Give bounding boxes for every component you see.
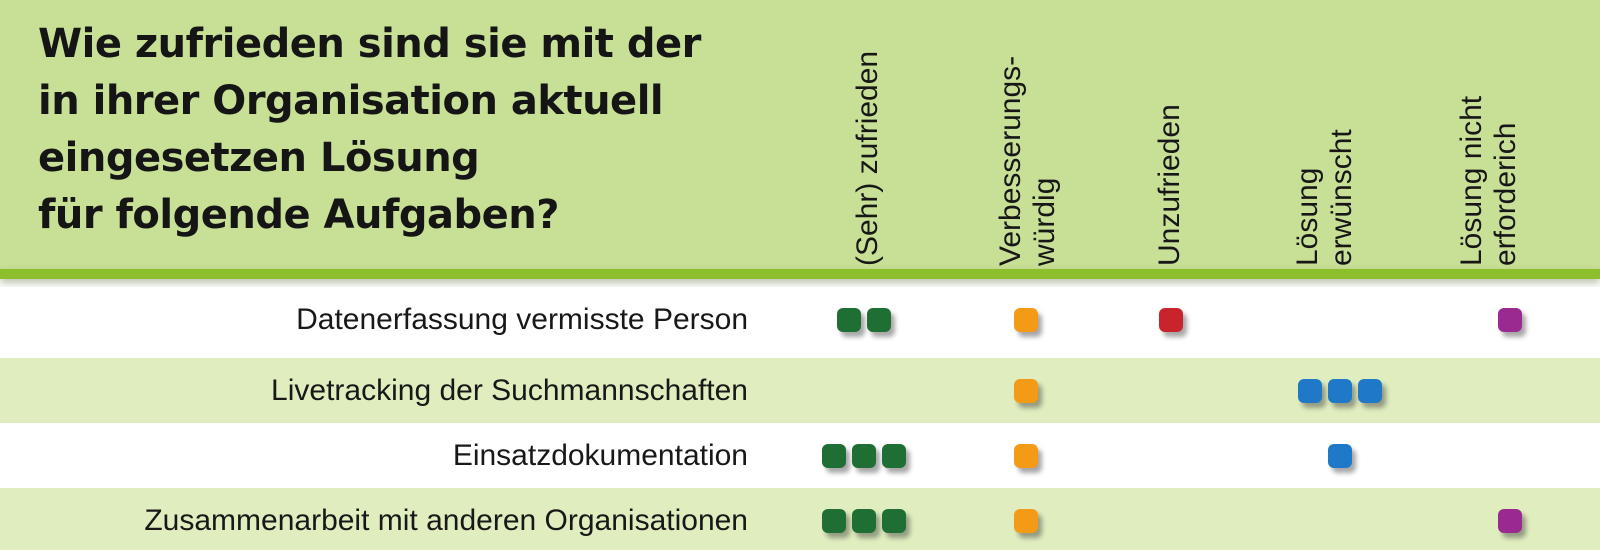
response-marker <box>822 509 846 533</box>
table-row: Einsatzdokumentation <box>0 423 1600 489</box>
response-marker <box>1498 509 1522 533</box>
response-marker <box>1328 444 1352 468</box>
response-marker-group <box>1014 379 1038 403</box>
column-label-unzufrieden: Unzufrieden <box>1135 14 1205 266</box>
chart-title-line: in ihrer Organisation aktuell <box>38 78 664 124</box>
response-marker <box>822 444 846 468</box>
response-marker <box>1014 379 1038 403</box>
response-marker-group <box>1014 308 1038 332</box>
table-row: Zusammenarbeit mit anderen Organisatione… <box>0 488 1600 550</box>
column-label-line: Verbesserungs- <box>994 55 1027 266</box>
column-label-loesung-nicht-erforderich: Lösung nicht erforderich <box>1454 14 1524 266</box>
chart-title-line: eingesetzen Lösung <box>38 135 480 181</box>
response-marker <box>882 444 906 468</box>
chart-title-line: für folgende Aufgaben? <box>38 192 559 238</box>
chart-header: Wie zufrieden sind sie mit der in ihrer … <box>0 0 1600 277</box>
column-label-verbesserungswuerdig: Verbesserungs- würdig <box>993 14 1063 266</box>
response-marker <box>1298 379 1322 403</box>
response-marker <box>1358 379 1382 403</box>
row-label: Datenerfassung vermisste Person <box>296 303 748 336</box>
response-marker <box>852 444 876 468</box>
response-marker-group <box>822 444 906 468</box>
column-label-line: würdig <box>1028 177 1061 266</box>
response-marker-group <box>1159 308 1183 332</box>
response-marker-group <box>1498 308 1522 332</box>
column-label-line: erforderich <box>1489 122 1522 266</box>
column-label-line: erwünscht <box>1325 129 1358 266</box>
table-row: Datenerfassung vermisste Person <box>0 287 1600 353</box>
response-marker <box>1014 509 1038 533</box>
row-label: Zusammenarbeit mit anderen Organisatione… <box>144 504 748 537</box>
column-label-loesung-erwuenscht: Lösung erwünscht <box>1290 14 1360 266</box>
chart-title: Wie zufrieden sind sie mit der in ihrer … <box>38 16 798 244</box>
response-marker <box>1014 444 1038 468</box>
column-label-line: (Sehr) zufrieden <box>851 50 884 266</box>
column-label-sehr-zufrieden: (Sehr) zufrieden <box>833 14 903 266</box>
response-marker-group <box>822 509 906 533</box>
row-label: Livetracking der Suchmannschaften <box>271 374 748 407</box>
response-marker-group <box>1014 444 1038 468</box>
response-marker-group <box>1328 444 1352 468</box>
table-row: Livetracking der Suchmannschaften <box>0 358 1600 424</box>
column-label-line: Lösung nicht <box>1455 95 1488 266</box>
response-marker-group <box>837 308 891 332</box>
response-marker-group <box>1298 379 1382 403</box>
response-marker-group <box>1498 509 1522 533</box>
response-marker <box>1159 308 1183 332</box>
response-marker-group <box>1014 509 1038 533</box>
response-marker <box>882 509 906 533</box>
header-divider <box>0 269 1600 279</box>
response-marker <box>1328 379 1352 403</box>
response-marker <box>837 308 861 332</box>
response-marker <box>852 509 876 533</box>
survey-table-body: Datenerfassung vermisste Person Livetrack… <box>0 287 1600 550</box>
chart-title-line: Wie zufrieden sind sie mit der <box>38 21 701 67</box>
row-label: Einsatzdokumentation <box>452 439 748 472</box>
response-marker <box>867 308 891 332</box>
response-marker <box>1014 308 1038 332</box>
column-label-line: Lösung <box>1291 167 1324 266</box>
column-label-line: Unzufrieden <box>1153 104 1186 266</box>
response-marker <box>1498 308 1522 332</box>
